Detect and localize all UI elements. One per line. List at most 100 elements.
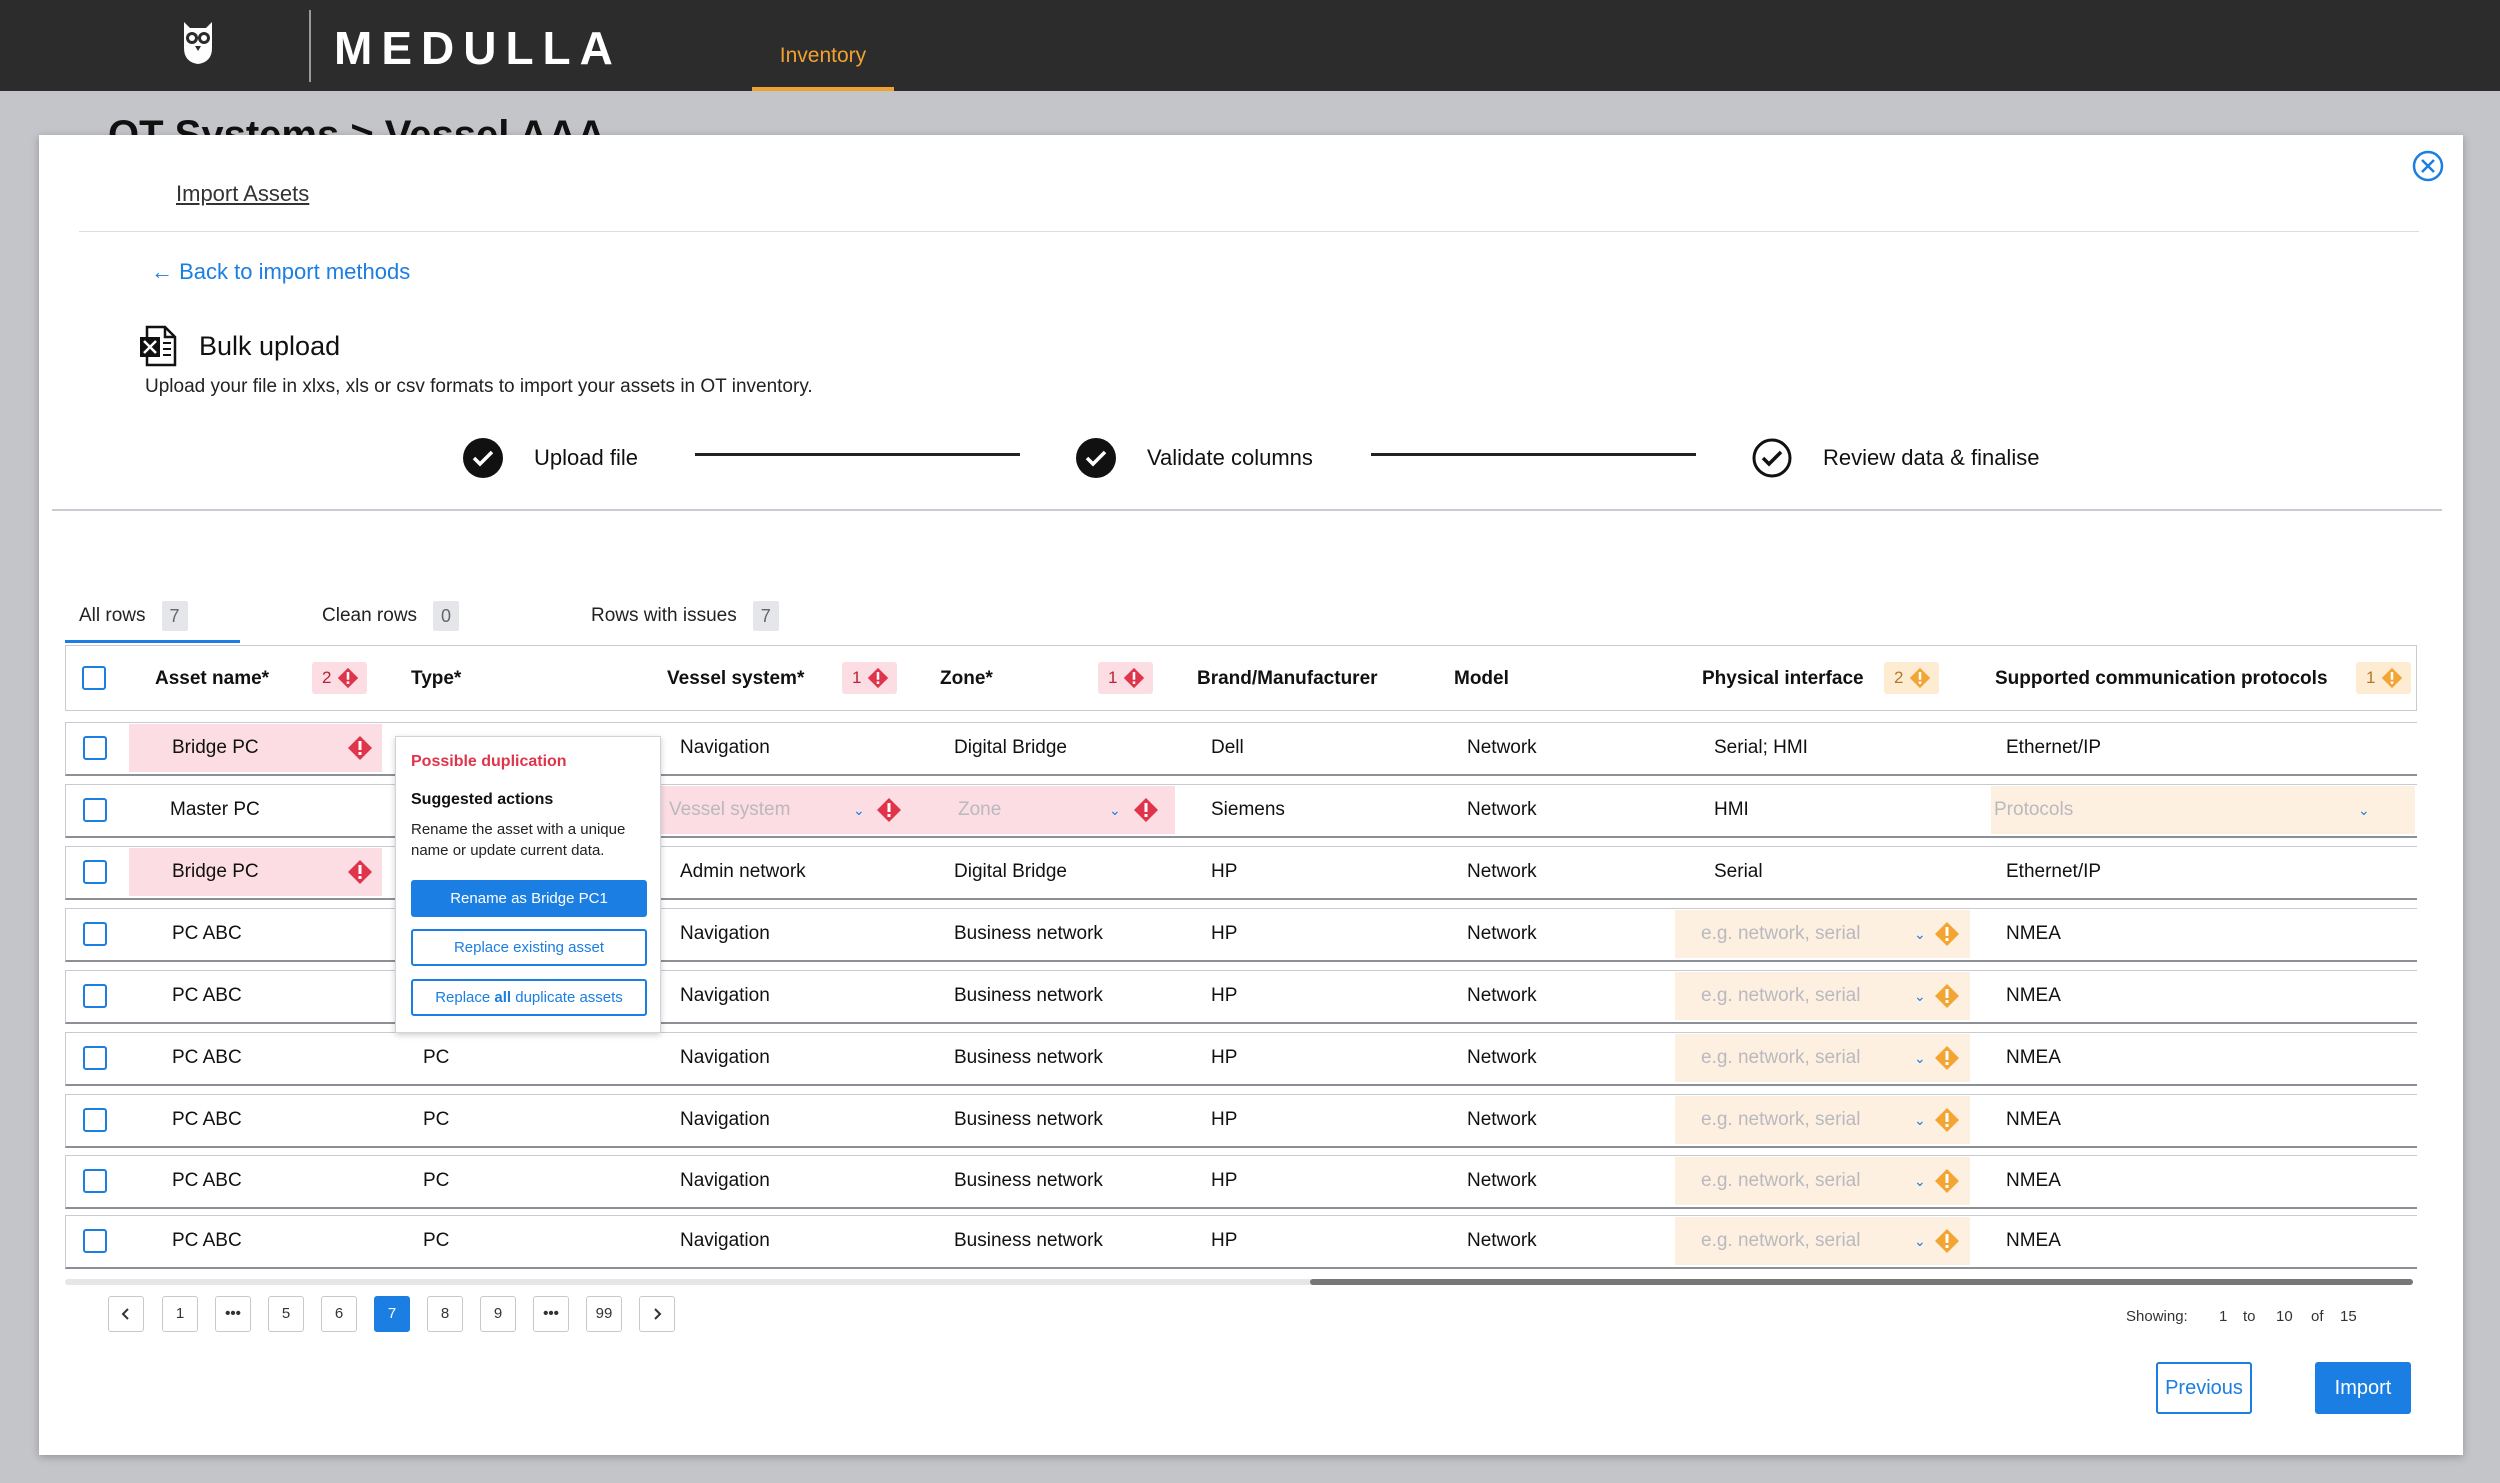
row-checkbox[interactable]: [83, 1046, 107, 1070]
cell-model[interactable]: Network: [1467, 923, 1537, 944]
rename-asset-button[interactable]: Rename as Bridge PC1: [411, 880, 647, 917]
table-row[interactable]: PC ABC PC Navigation Business network HP…: [65, 1215, 2417, 1269]
cell-vessel-system[interactable]: Navigation: [680, 985, 770, 1006]
cell-asset-name[interactable]: Bridge PC: [172, 861, 259, 882]
cell-type[interactable]: PC: [423, 1170, 450, 1191]
prev-page-button[interactable]: [108, 1296, 144, 1332]
cell-brand[interactable]: HP: [1211, 1170, 1238, 1191]
replace-existing-asset-button[interactable]: Replace existing asset: [411, 929, 647, 966]
row-checkbox[interactable]: [83, 798, 107, 822]
row-checkbox[interactable]: [83, 922, 107, 946]
cell-model[interactable]: Network: [1467, 1170, 1537, 1191]
cell-brand[interactable]: HP: [1211, 923, 1238, 944]
cell-vessel-system[interactable]: Navigation: [680, 737, 770, 758]
previous-button[interactable]: Previous: [2156, 1362, 2252, 1414]
cell-protocols[interactable]: NMEA: [2006, 1109, 2061, 1130]
cell-zone[interactable]: Business network: [954, 1230, 1103, 1251]
close-icon[interactable]: [2411, 149, 2445, 183]
cell-vessel-system[interactable]: Navigation: [680, 1109, 770, 1130]
page-button[interactable]: 1: [162, 1296, 198, 1332]
cell-type[interactable]: PC: [423, 1230, 450, 1251]
cell-brand[interactable]: HP: [1211, 1109, 1238, 1130]
page-button[interactable]: 5: [268, 1296, 304, 1332]
column-header-asset-name[interactable]: Asset name*: [155, 668, 270, 689]
cell-brand[interactable]: HP: [1211, 985, 1238, 1006]
table-row[interactable]: PC ABC PC Navigation Business network HP…: [65, 1032, 2417, 1086]
cell-asset-name[interactable]: PC ABC: [172, 1109, 242, 1130]
cell-protocols[interactable]: NMEA: [2006, 923, 2061, 944]
cell-model[interactable]: Network: [1467, 1109, 1537, 1130]
chevron-down-icon[interactable]: ⌄: [1109, 802, 1121, 818]
replace-all-duplicates-button[interactable]: Replace all duplicate assets: [411, 979, 647, 1016]
page-button-active[interactable]: 7: [374, 1296, 410, 1332]
physical-interface-select[interactable]: [1675, 910, 1970, 958]
cell-vessel-system[interactable]: Navigation: [680, 1170, 770, 1191]
cell-brand[interactable]: HP: [1211, 861, 1238, 882]
protocols-select[interactable]: [1991, 786, 2415, 834]
row-checkbox[interactable]: [83, 984, 107, 1008]
column-header-vessel-system[interactable]: Vessel system*: [667, 668, 805, 689]
table-row[interactable]: PC ABC PC Navigation Business network HP…: [65, 1155, 2417, 1209]
page-ellipsis[interactable]: •••: [533, 1296, 569, 1332]
cell-zone[interactable]: Business network: [954, 985, 1103, 1006]
row-checkbox[interactable]: [83, 1108, 107, 1132]
cell-protocols[interactable]: Ethernet/IP: [2006, 737, 2102, 758]
cell-model[interactable]: Network: [1467, 861, 1537, 882]
chevron-down-icon[interactable]: ⌄: [1914, 1112, 1926, 1128]
error-icon[interactable]: [347, 859, 373, 885]
tab-clean-rows[interactable]: Clean rows 0: [322, 601, 460, 631]
chevron-down-icon[interactable]: ⌄: [2358, 802, 2370, 818]
column-header-protocols[interactable]: Supported communication protocols: [1995, 668, 2328, 689]
horizontal-scrollbar[interactable]: [65, 1279, 2413, 1285]
cell-vessel-system[interactable]: Navigation: [680, 923, 770, 944]
table-row[interactable]: Bridge PC Admin network Digital Bridge H…: [65, 846, 2417, 900]
cell-model[interactable]: Network: [1467, 985, 1537, 1006]
physical-interface-select[interactable]: [1675, 1217, 1970, 1265]
cell-model[interactable]: Network: [1467, 1230, 1537, 1251]
physical-interface-select[interactable]: [1675, 1157, 1970, 1205]
cell-vessel-system[interactable]: Navigation: [680, 1047, 770, 1068]
chevron-down-icon[interactable]: ⌄: [1914, 1233, 1926, 1249]
select-all-checkbox[interactable]: [82, 666, 106, 690]
cell-zone[interactable]: Business network: [954, 1109, 1103, 1130]
physical-interface-select[interactable]: [1675, 1096, 1970, 1144]
cell-type[interactable]: PC: [423, 1047, 450, 1068]
cell-vessel-system[interactable]: Navigation: [680, 1230, 770, 1251]
row-checkbox[interactable]: [83, 1229, 107, 1253]
physical-interface-select[interactable]: [1675, 1034, 1970, 1082]
cell-physical-interface[interactable]: Serial; HMI: [1714, 737, 1808, 758]
cell-protocols[interactable]: NMEA: [2006, 1170, 2061, 1191]
cell-protocols[interactable]: NMEA: [2006, 1047, 2061, 1068]
cell-protocols[interactable]: NMEA: [2006, 1230, 2061, 1251]
cell-zone[interactable]: Business network: [954, 923, 1103, 944]
chevron-down-icon[interactable]: ⌄: [1914, 926, 1926, 942]
cell-asset-name[interactable]: PC ABC: [172, 923, 242, 944]
cell-model[interactable]: Network: [1467, 799, 1537, 820]
nav-tab-inventory[interactable]: Inventory: [752, 36, 894, 91]
chevron-down-icon[interactable]: ⌄: [1914, 1173, 1926, 1189]
cell-asset-name[interactable]: Bridge PC: [172, 737, 259, 758]
cell-model[interactable]: Network: [1467, 1047, 1537, 1068]
page-button[interactable]: 8: [427, 1296, 463, 1332]
page-button[interactable]: 99: [586, 1296, 622, 1332]
chevron-down-icon[interactable]: ⌄: [1914, 988, 1926, 1004]
cell-zone[interactable]: Digital Bridge: [954, 861, 1067, 882]
column-header-physical-interface[interactable]: Physical interface: [1702, 668, 1864, 689]
cell-model[interactable]: Network: [1467, 737, 1537, 758]
cell-asset-name[interactable]: Master PC: [170, 799, 260, 820]
table-row[interactable]: PC ABC PC Navigation Business network HP…: [65, 1094, 2417, 1148]
cell-brand[interactable]: HP: [1211, 1230, 1238, 1251]
cell-brand[interactable]: Dell: [1211, 737, 1244, 758]
page-button[interactable]: 9: [480, 1296, 516, 1332]
chevron-down-icon[interactable]: ⌄: [1914, 1050, 1926, 1066]
cell-brand[interactable]: HP: [1211, 1047, 1238, 1068]
page-button[interactable]: 6: [321, 1296, 357, 1332]
import-button[interactable]: Import: [2315, 1362, 2411, 1414]
cell-zone[interactable]: Digital Bridge: [954, 737, 1067, 758]
cell-protocols[interactable]: NMEA: [2006, 985, 2061, 1006]
column-header-brand[interactable]: Brand/Manufacturer: [1197, 668, 1378, 689]
next-page-button[interactable]: [639, 1296, 675, 1332]
cell-zone[interactable]: Business network: [954, 1170, 1103, 1191]
cell-asset-name[interactable]: PC ABC: [172, 1170, 242, 1191]
cell-physical-interface[interactable]: HMI: [1714, 799, 1749, 820]
